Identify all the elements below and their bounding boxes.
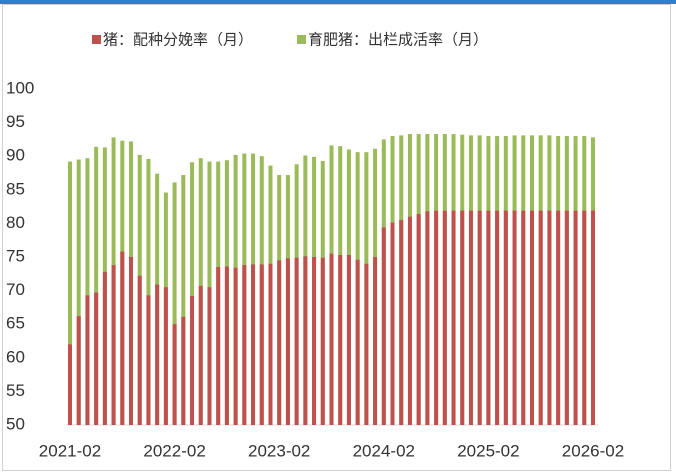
x-tick-label: 2024-02 <box>353 441 415 460</box>
bar <box>242 265 247 425</box>
bar <box>285 258 290 425</box>
bar <box>94 292 99 425</box>
bar <box>486 210 491 425</box>
bar <box>181 316 186 425</box>
y-tick-label: 100 <box>6 78 34 97</box>
bar <box>451 210 456 425</box>
bar <box>407 216 412 425</box>
y-tick-label: 60 <box>6 347 25 366</box>
bar <box>76 316 81 425</box>
bar <box>442 210 447 425</box>
bar <box>364 263 369 425</box>
x-tick-label: 2021-02 <box>39 441 101 460</box>
legend-swatch <box>297 35 307 44</box>
bar <box>538 210 543 425</box>
bar <box>346 254 351 425</box>
bar <box>102 271 107 425</box>
bar <box>94 146 99 426</box>
bar <box>460 210 465 425</box>
bar <box>129 257 134 425</box>
bar <box>381 227 386 425</box>
bar <box>233 267 238 425</box>
bar <box>146 295 151 425</box>
bar <box>251 264 256 425</box>
bar <box>190 295 195 425</box>
bar <box>120 251 125 425</box>
bar <box>268 263 273 425</box>
top-strip <box>0 0 676 4</box>
bar <box>216 267 221 425</box>
bar <box>294 257 299 425</box>
bar <box>425 211 430 425</box>
bar <box>399 220 404 425</box>
bar <box>320 257 325 425</box>
bar <box>495 210 500 425</box>
bar <box>207 287 212 425</box>
bar <box>76 159 81 425</box>
bar <box>163 287 168 425</box>
bar <box>582 210 587 425</box>
bar <box>564 210 569 425</box>
x-tick-label: 2025-02 <box>457 441 519 460</box>
bar <box>529 210 534 425</box>
y-tick-label: 50 <box>6 414 25 433</box>
x-tick-label: 2023-02 <box>248 441 310 460</box>
bar <box>172 324 177 425</box>
legend-label: 猪：配种分娩率（月） <box>103 31 253 49</box>
bar <box>190 162 195 426</box>
bar <box>591 210 595 425</box>
bar <box>181 175 186 425</box>
bar <box>224 266 229 425</box>
bar <box>573 210 578 425</box>
y-tick-label: 95 <box>6 112 25 131</box>
bar <box>434 210 439 425</box>
y-tick-label: 85 <box>6 179 25 198</box>
legend-swatch <box>92 35 101 44</box>
bar <box>373 257 378 425</box>
y-tick-label: 70 <box>6 280 25 299</box>
y-tick-label: 90 <box>6 146 25 165</box>
bar <box>338 254 343 425</box>
bar <box>477 210 482 425</box>
y-tick-label: 75 <box>6 246 25 265</box>
bar <box>355 259 360 425</box>
y-tick-label: 65 <box>6 314 25 333</box>
y-tick-label: 80 <box>6 213 25 232</box>
bar <box>259 264 264 425</box>
bar <box>303 256 308 425</box>
legend-label: 育肥猪：出栏成活率（月） <box>308 31 488 49</box>
bar <box>137 275 142 425</box>
bar <box>146 158 151 425</box>
chart-border <box>2 4 671 471</box>
bar <box>172 182 177 425</box>
bar <box>556 210 561 425</box>
bar <box>111 265 116 425</box>
bar <box>329 253 334 425</box>
x-tick-label: 2026-02 <box>562 441 624 460</box>
bar <box>521 210 526 425</box>
bar <box>155 284 160 425</box>
bar <box>390 222 395 425</box>
bar <box>416 213 421 425</box>
bar <box>85 295 90 425</box>
bar <box>512 210 517 425</box>
bar <box>503 210 508 425</box>
bar <box>277 260 282 425</box>
x-tick-label: 2022-02 <box>143 441 205 460</box>
bar <box>68 344 72 425</box>
bar <box>198 285 203 425</box>
bar <box>312 257 317 425</box>
bar <box>468 210 473 425</box>
bar <box>68 161 72 426</box>
bar <box>547 210 552 425</box>
bar <box>85 158 90 425</box>
y-tick-label: 55 <box>6 381 25 400</box>
